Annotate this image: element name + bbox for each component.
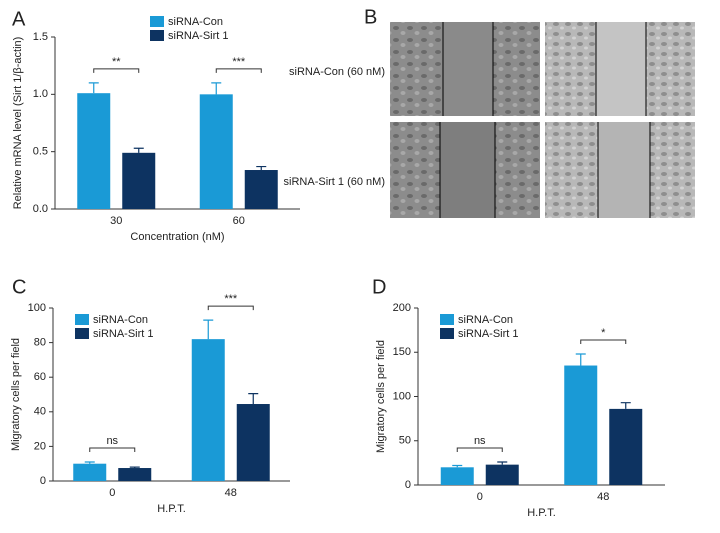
- y-tick-label: 60: [34, 371, 46, 383]
- panel-letter: D: [372, 276, 386, 298]
- x-tick-label: 48: [225, 487, 237, 499]
- bar: [236, 404, 270, 481]
- bar: [122, 152, 156, 209]
- legend-label: siRNA-Con: [458, 314, 513, 326]
- significance-bracket: [215, 68, 262, 73]
- y-tick-label: 0.5: [33, 146, 48, 158]
- legend-label: siRNA-Sirt 1: [458, 328, 519, 340]
- x-tick-label: 0: [477, 491, 483, 503]
- x-axis-label: H.P.T.: [157, 503, 186, 515]
- micrograph: [390, 22, 540, 116]
- significance-bracket: [93, 68, 140, 73]
- legend-swatch: [440, 314, 454, 325]
- bar: [564, 365, 598, 485]
- legend-swatch: [75, 314, 89, 325]
- legend-label: siRNA-Con: [93, 314, 148, 326]
- y-tick-label: 100: [28, 302, 46, 314]
- significance-bracket: [456, 447, 503, 452]
- legend-swatch: [150, 30, 164, 41]
- error-bar: [452, 464, 463, 468]
- significance-bracket: [207, 305, 254, 311]
- significance-label: **: [112, 56, 121, 68]
- micrograph: [545, 122, 695, 218]
- y-tick-label: 0: [40, 475, 46, 487]
- x-tick-label: 0: [109, 487, 115, 499]
- panel-letter: A: [12, 8, 26, 30]
- y-axis-label: Relative mRNA level (Sirt 1/β-actin): [12, 37, 24, 210]
- legend-swatch: [440, 328, 454, 339]
- error-bar: [211, 82, 222, 95]
- y-tick-label: 0: [405, 479, 411, 491]
- y-tick-label: 40: [34, 406, 46, 418]
- significance-bracket: [580, 339, 627, 345]
- bar: [609, 408, 643, 485]
- legend-label: siRNA-Con: [168, 16, 223, 28]
- legend-label: siRNA-Sirt 1: [168, 30, 229, 42]
- y-tick-label: 20: [34, 440, 46, 452]
- significance-label: ns: [474, 435, 486, 447]
- error-bar: [248, 393, 259, 405]
- error-bar: [575, 353, 586, 366]
- bar: [191, 339, 225, 481]
- y-tick-label: 0.0: [33, 203, 48, 215]
- error-bar: [620, 402, 631, 409]
- error-bar: [256, 165, 267, 171]
- row-label: siRNA-Sirt 1 (60 nM): [284, 176, 385, 188]
- error-bar: [84, 461, 95, 464]
- bar: [244, 170, 278, 209]
- panel-letter: C: [12, 276, 26, 298]
- y-tick-label: 1.0: [33, 88, 48, 100]
- error-bar: [88, 82, 99, 94]
- bar: [73, 463, 107, 481]
- error-bar: [129, 466, 140, 469]
- y-tick-label: 150: [393, 346, 411, 358]
- bar: [485, 464, 519, 485]
- y-tick-label: 1.5: [33, 31, 48, 43]
- significance-bracket: [89, 447, 136, 452]
- micrograph: [545, 22, 695, 116]
- y-axis-label: Migratory cells per field: [10, 338, 22, 451]
- x-axis-label: H.P.T.: [527, 507, 556, 519]
- x-tick-label: 48: [597, 491, 609, 503]
- bar: [77, 93, 111, 209]
- legend-swatch: [75, 328, 89, 339]
- error-bar: [203, 319, 214, 340]
- y-tick-label: 50: [399, 435, 411, 447]
- bar: [199, 94, 233, 209]
- error-bar: [497, 461, 508, 465]
- x-tick-label: 30: [110, 215, 122, 227]
- y-tick-label: 100: [393, 390, 411, 402]
- y-axis-label: Migratory cells per field: [375, 340, 387, 453]
- significance-label: ***: [224, 293, 238, 305]
- legend-label: siRNA-Sirt 1: [93, 328, 154, 340]
- legend-swatch: [150, 16, 164, 27]
- y-tick-label: 200: [393, 302, 411, 314]
- significance-label: *: [601, 327, 606, 339]
- panel-letter: B: [364, 6, 377, 28]
- significance-label: ***: [232, 56, 246, 68]
- y-tick-label: 80: [34, 337, 46, 349]
- row-label: siRNA-Con (60 nM): [289, 66, 385, 78]
- error-bar: [133, 147, 144, 153]
- bar: [118, 468, 152, 481]
- bar: [440, 467, 474, 485]
- micrograph: [390, 122, 540, 218]
- x-axis-label: Concentration (nM): [130, 231, 224, 243]
- significance-label: ns: [106, 435, 118, 447]
- x-tick-label: 60: [233, 215, 245, 227]
